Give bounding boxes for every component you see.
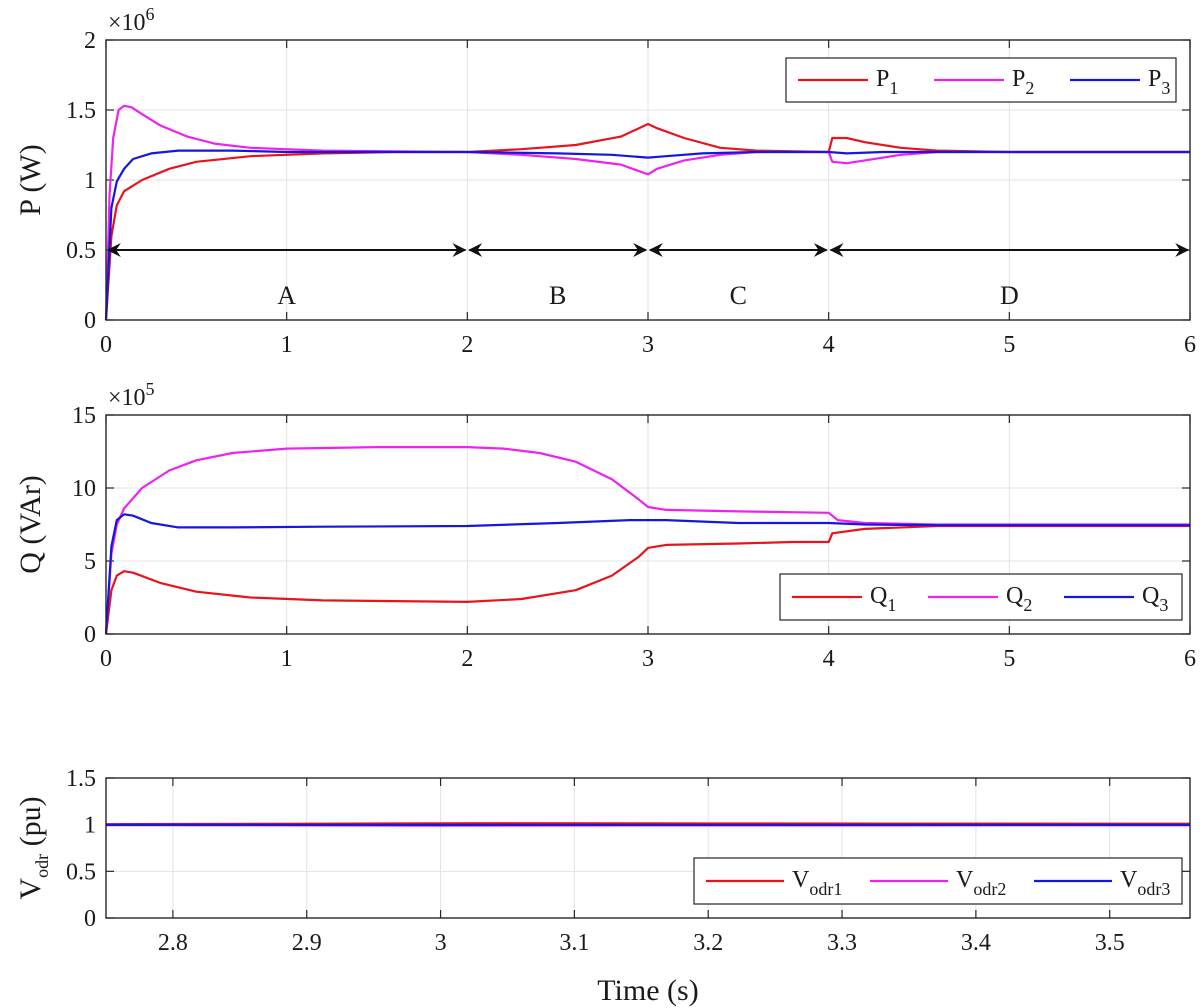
axis-exponent-power: 5 <box>146 379 155 399</box>
axis-exponent: ×106 <box>108 4 155 36</box>
y-tick-label: 0 <box>84 308 96 334</box>
legend-label-sub: 1 <box>889 78 898 98</box>
region-label-C: C <box>730 281 747 310</box>
axis-exponent-power: 6 <box>146 4 155 24</box>
x-axis-label: Time (s) <box>597 974 698 1007</box>
x-tick-label: 3 <box>435 930 447 956</box>
legend: Q1 Q2 Q3 <box>779 573 1183 621</box>
series-line-P3 <box>104 149 1190 321</box>
legend-label-sub: odr3 <box>1137 879 1170 899</box>
x-tick-label: 0 <box>100 646 112 672</box>
x-tick-label: 3 <box>642 332 654 358</box>
legend-label-sub: 3 <box>1159 595 1168 615</box>
y-tick-label: 1.5 <box>66 98 96 124</box>
chart-3: 2.8 2.9 3 3.1 3.2 3.3 3.4 3.5 0 0.5 1 1.5 Vodr (pu) T… <box>14 766 1191 1007</box>
y-tick-label: 0.5 <box>66 238 96 264</box>
plot-frame <box>105 414 1191 635</box>
x-tick-label: 4 <box>823 646 835 672</box>
y-tick-label: 10 <box>72 476 96 502</box>
series-line-Q1 <box>104 524 1190 635</box>
x-tick-label: 3.1 <box>559 930 589 956</box>
legend-label-sub: odr2 <box>973 879 1006 899</box>
x-tick-label: 3.5 <box>1095 930 1125 956</box>
series-line-Q2 <box>104 446 1190 635</box>
x-tick-label: 6 <box>1184 332 1196 358</box>
series-line-Q3 <box>104 513 1190 635</box>
x-tick-label: 1 <box>281 646 293 672</box>
x-tick-label: 3.2 <box>693 930 723 956</box>
x-tick-label: 6 <box>1184 646 1196 672</box>
chart-1: 0 1 2 3 4 5 6 0 0.5 1 1.5 2 ×106 A B C D P (W) P1 P2 P3 <box>14 4 1196 358</box>
region-label-D: D <box>1000 281 1019 310</box>
region-label-A: A <box>277 281 296 310</box>
x-tick-label: 4 <box>823 332 835 358</box>
y-axis-label: Q (VAr) <box>14 475 47 574</box>
legend-label-sub: 2 <box>1023 595 1032 615</box>
y-tick-label: 0.5 <box>66 859 96 885</box>
series-line-P1 <box>104 122 1190 321</box>
series-line-P2 <box>104 104 1190 321</box>
legend-label-sub: 3 <box>1161 78 1170 98</box>
y-tick-label: 1.5 <box>66 766 96 792</box>
x-tick-label: 0 <box>100 332 112 358</box>
region-label-B: B <box>549 281 566 310</box>
plot-frame <box>105 39 1191 321</box>
x-tick-label: 5 <box>1003 646 1015 672</box>
y-tick-label: 1 <box>84 813 96 839</box>
series-line-Vodr1 <box>105 822 1191 826</box>
legend-label-sub: 2 <box>1025 78 1034 98</box>
legend: P1 P2 P3 <box>785 57 1177 103</box>
x-tick-label: 2.8 <box>158 930 188 956</box>
y-tick-label: 5 <box>84 549 96 575</box>
y-tick-label: 0 <box>84 906 96 932</box>
y-axis-label-sub: odr <box>32 854 52 878</box>
y-tick-label: 2 <box>84 28 96 54</box>
legend-label-sub: odr1 <box>809 879 842 899</box>
y-axis-label: Vodr (pu) <box>14 796 52 899</box>
x-tick-label: 2 <box>461 646 473 672</box>
x-tick-label: 5 <box>1003 332 1015 358</box>
plot-frame <box>105 777 1191 919</box>
x-tick-label: 3 <box>642 646 654 672</box>
x-tick-label: 3.4 <box>961 930 991 956</box>
y-axis-label: P (W) <box>14 144 47 215</box>
y-axis-label-unit: (pu) <box>14 796 47 853</box>
y-tick-label: 15 <box>72 403 96 429</box>
y-tick-label: 1 <box>84 168 96 194</box>
x-tick-label: 2.9 <box>292 930 322 956</box>
legend: Vodr1 Vodr2 Vodr3 <box>693 857 1183 905</box>
x-tick-label: 1 <box>281 332 293 358</box>
x-tick-label: 2 <box>461 332 473 358</box>
axis-exponent: ×105 <box>108 379 155 411</box>
x-tick-label: 3.3 <box>827 930 857 956</box>
legend-label-sub: 1 <box>887 595 896 615</box>
y-tick-label: 0 <box>84 622 96 648</box>
